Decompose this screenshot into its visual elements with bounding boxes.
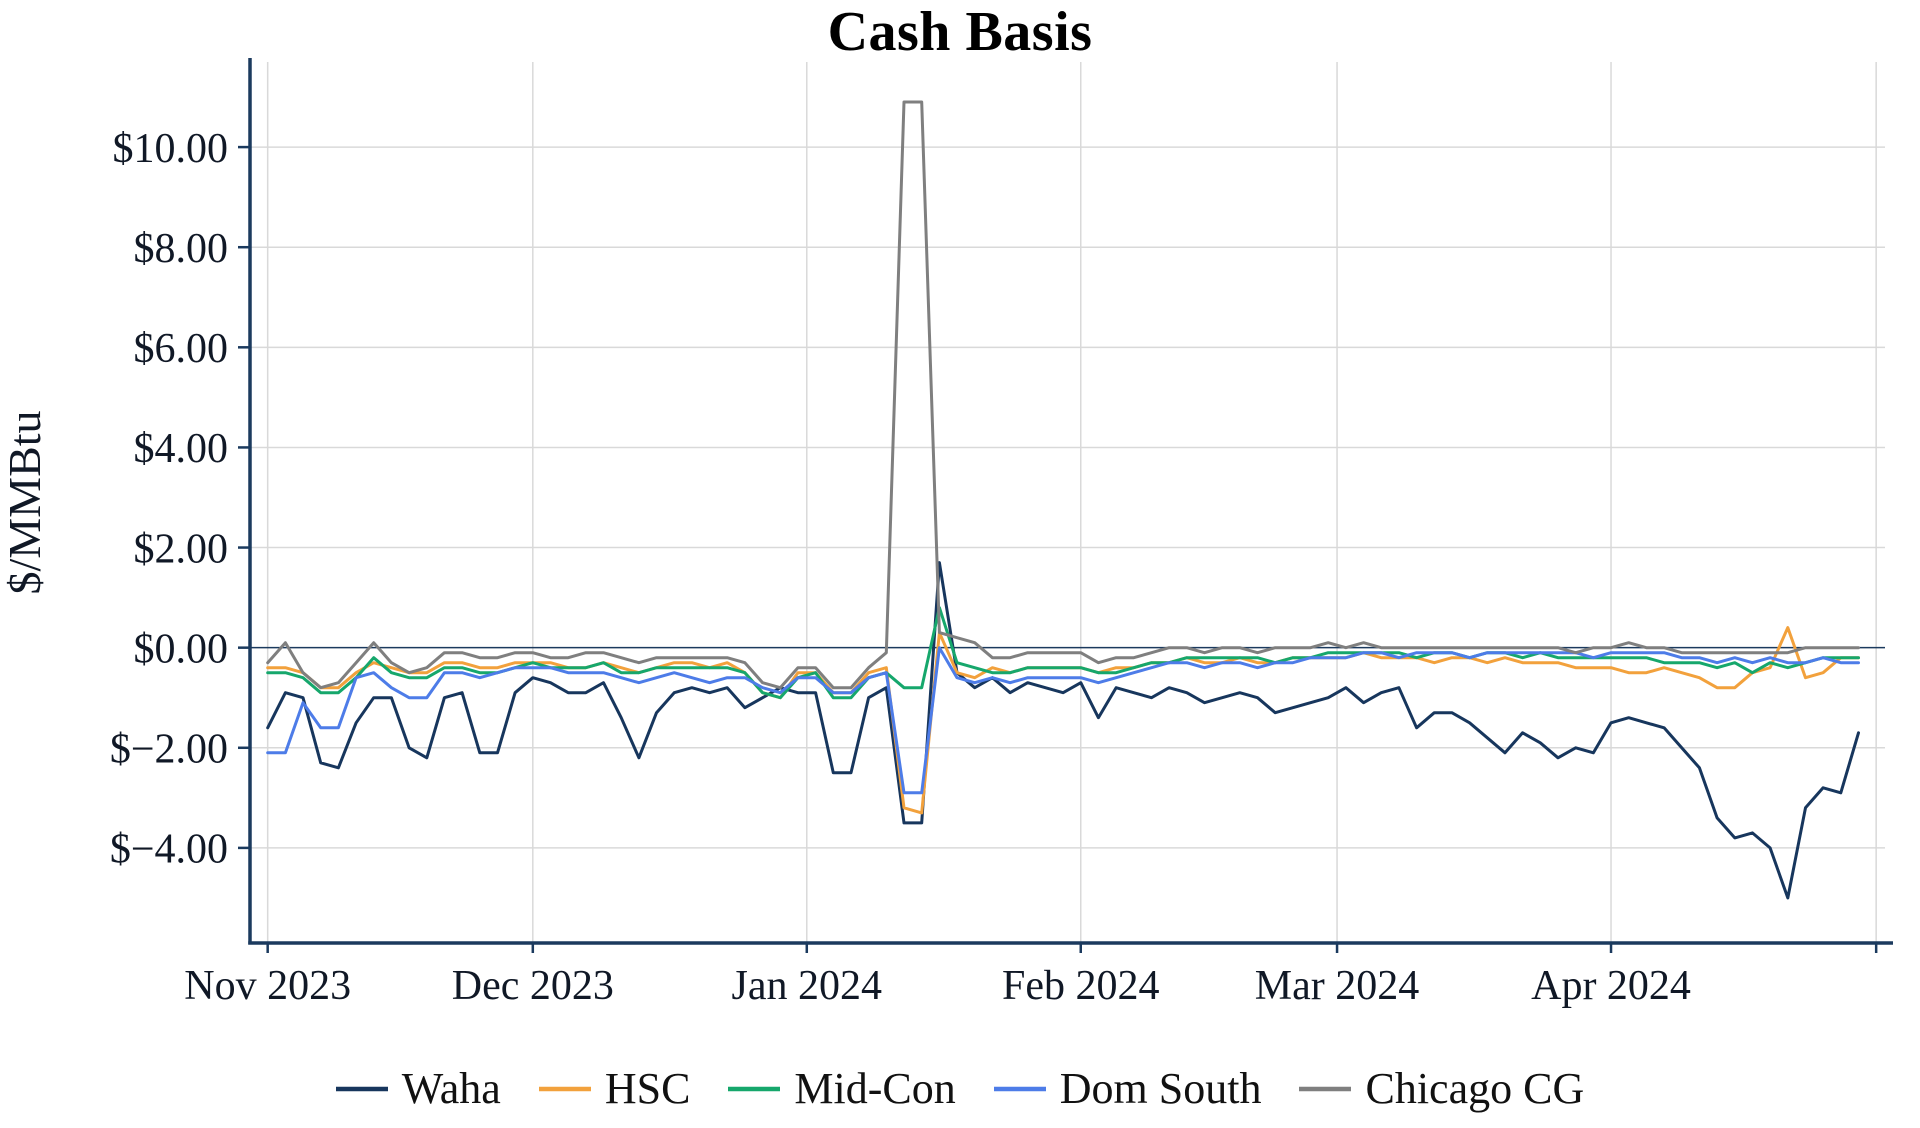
- y-tick-label: $4.00: [134, 426, 229, 472]
- legend-label-hsc: HSC: [604, 1064, 691, 1113]
- legend-item-mid-con: Mid-Con: [728, 1063, 956, 1114]
- legend-item-chicago-cg: Chicago CG: [1299, 1063, 1584, 1114]
- legend-swatch-hsc: [538, 1086, 591, 1091]
- legend-swatch-mid-con: [728, 1086, 781, 1091]
- series-line-waha: [266, 561, 1860, 900]
- y-tick-label: $6.00: [134, 326, 229, 372]
- x-tick-label: Mar 2024: [1255, 963, 1419, 1009]
- legend-label-chicago-cg: Chicago CG: [1365, 1064, 1585, 1113]
- x-tick-label: Dec 2023: [452, 963, 614, 1009]
- chart-title: Cash Basis: [827, 1, 1093, 63]
- x-tick-label: Apr 2024: [1531, 963, 1691, 1009]
- series-line-dom-south: [266, 646, 1860, 795]
- x-tick-label: Feb 2024: [1002, 963, 1160, 1009]
- chart-legend: Waha HSC Mid-Con Dom South Chicago CG: [0, 1063, 1920, 1114]
- x-tick-label: Nov 2023: [184, 963, 351, 1009]
- y-tick-label: $−4.00: [110, 827, 228, 873]
- legend-label-dom-south: Dom South: [1059, 1064, 1262, 1113]
- legend-swatch-waha: [335, 1086, 388, 1091]
- y-tick-label: $2.00: [134, 526, 229, 572]
- legend-swatch-dom-south: [993, 1086, 1046, 1091]
- y-axis-label: $/MMBtu: [0, 410, 50, 594]
- legend-label-mid-con: Mid-Con: [794, 1064, 956, 1113]
- y-tick-label: $10.00: [113, 126, 229, 172]
- y-tick-label: $−2.00: [110, 726, 228, 772]
- legend-item-dom-south: Dom South: [993, 1063, 1262, 1114]
- series-line-chicago-cg: [266, 100, 1860, 690]
- legend-swatch-chicago-cg: [1299, 1086, 1352, 1091]
- legend-item-waha: Waha: [335, 1063, 501, 1114]
- y-tick-label: $8.00: [134, 226, 229, 272]
- legend-label-waha: Waha: [401, 1064, 501, 1113]
- x-tick-label: Jan 2024: [732, 963, 883, 1009]
- legend-item-hsc: HSC: [538, 1063, 691, 1114]
- y-tick-label: $0.00: [134, 626, 229, 672]
